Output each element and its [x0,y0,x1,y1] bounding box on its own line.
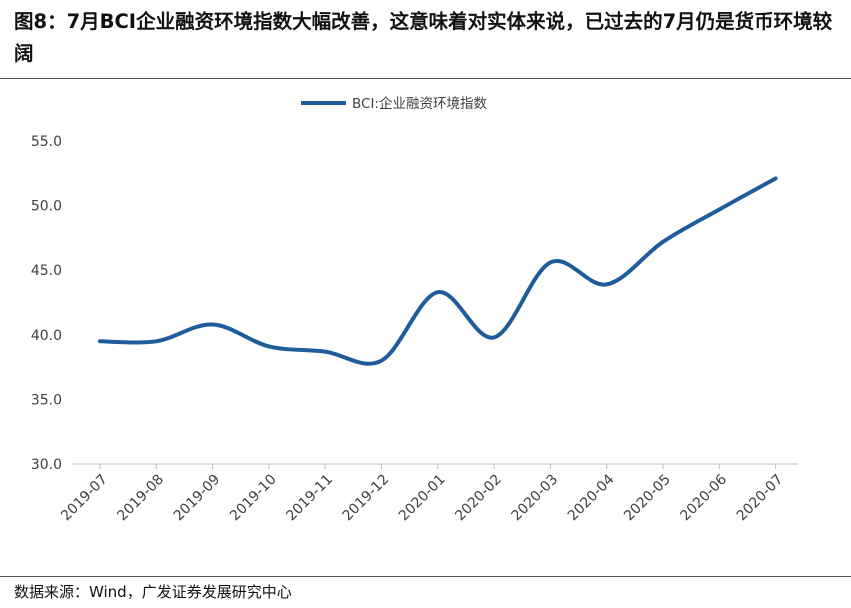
data-point [98,339,102,343]
y-tick-label: 50.0 [31,199,62,215]
data-point [323,350,327,354]
y-tick-label: 40.0 [31,328,62,344]
line-chart: BCI:企业融资环境指数 30.0 35.0 40.0 45.0 50.0 55.0 20… [31,95,798,525]
y-tick-label: 35.0 [31,392,62,408]
data-point [154,339,158,343]
x-tick-label: 2020-02 [452,472,505,525]
x-tick-label: 2020-03 [509,472,562,525]
x-tick-label: 2019-07 [58,472,111,525]
x-tick-label: 2020-05 [621,472,674,525]
title-divider [0,78,851,79]
data-point [267,344,271,348]
x-tick-label: 2019-09 [171,472,224,525]
chart-title: 图8：7月BCI企业融资环境指数大幅改善，这意味着对实体来说，已过去的7月仍是货… [14,10,833,65]
y-tick-label: 55.0 [31,134,62,150]
y-tick-label: 45.0 [31,263,62,279]
x-tick-label: 2019-08 [114,472,167,525]
data-point [548,260,552,264]
source-note: 数据来源：Wind，广发证券发展研究中心 [14,583,292,601]
y-tick-label: 30.0 [31,457,62,473]
legend: BCI:企业融资环境指数 [301,95,487,112]
data-point [211,322,215,326]
x-tick-label: 2020-01 [396,472,449,525]
x-tick-label: 2019-10 [227,472,280,525]
x-tick-label: 2020-06 [677,471,730,524]
x-tick-label: 2019-12 [340,472,393,525]
data-point [605,282,609,286]
series-line-bci [98,176,778,366]
legend-label: BCI:企业融资环境指数 [352,95,487,112]
data-point [661,240,665,244]
x-tick-label: 2020-07 [734,472,787,525]
data-point [774,176,778,180]
x-tick-label: 2020-04 [565,471,618,524]
x-tick-label: 2019-11 [283,472,336,525]
data-point [380,359,384,363]
data-point [436,290,440,294]
source-divider [0,576,851,577]
data-point [717,207,721,211]
data-point [492,335,496,339]
